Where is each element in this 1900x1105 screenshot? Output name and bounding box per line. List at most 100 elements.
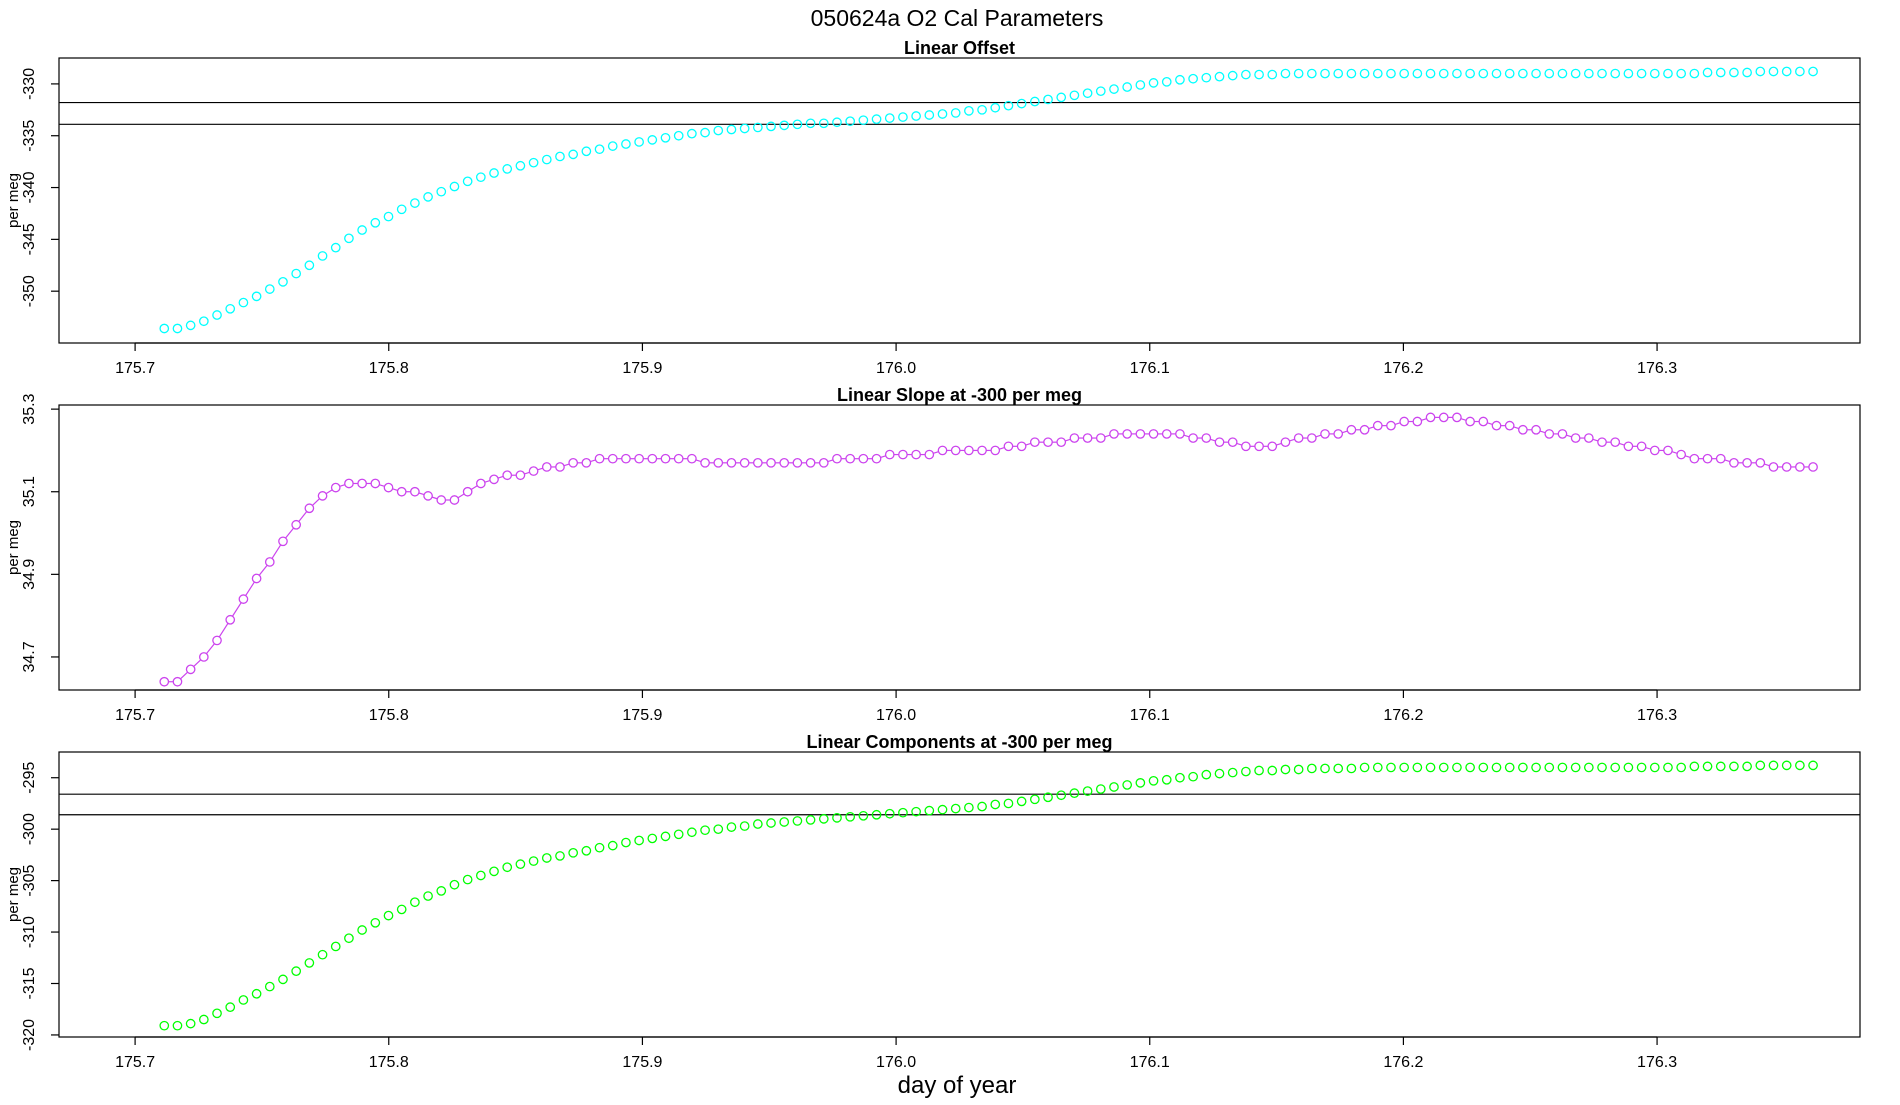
y-tick-label: 35.1 — [21, 476, 38, 507]
data-point — [700, 457, 710, 468]
x-tick-label: 175.9 — [622, 1054, 662, 1071]
data-point — [1188, 433, 1198, 443]
data-point — [977, 801, 987, 812]
data-point — [647, 453, 658, 464]
data-point — [1597, 437, 1607, 448]
data-point — [238, 297, 249, 308]
series-segment — [1065, 438, 1071, 442]
data-point — [225, 303, 236, 314]
series-segment — [1236, 442, 1243, 446]
data-point — [1095, 433, 1106, 443]
data-point — [739, 123, 750, 134]
data-point — [1452, 412, 1462, 423]
data-point — [1293, 68, 1304, 79]
data-point — [1306, 763, 1317, 774]
series-segment — [339, 484, 346, 487]
data-point — [344, 933, 354, 944]
series-segment — [1513, 426, 1520, 430]
data-point — [779, 817, 790, 827]
data-point — [1175, 429, 1185, 439]
data-point — [159, 323, 170, 334]
series-segment — [1368, 426, 1374, 430]
data-point — [1029, 794, 1040, 805]
data-point — [1795, 66, 1805, 77]
series-segment — [470, 485, 478, 491]
data-point — [687, 128, 697, 139]
panel-title: Linear Slope at -300 per meg — [837, 385, 1082, 405]
data-point — [528, 856, 539, 866]
series-segment — [418, 492, 425, 496]
chart-panel-3: Linear Components at -300 per meg per meg… — [5, 732, 1861, 1071]
data-point — [225, 614, 236, 625]
data-point — [436, 495, 447, 505]
series-segment — [1210, 438, 1216, 442]
data-point — [410, 486, 420, 497]
data-point — [1135, 80, 1146, 90]
x-tick-label: 176.1 — [1130, 707, 1170, 724]
series-segment — [1684, 455, 1691, 459]
data-point — [673, 829, 684, 840]
data-point — [1570, 433, 1581, 443]
data-point — [304, 958, 315, 968]
y-axis-title: per meg — [5, 173, 22, 228]
data-point — [1438, 412, 1449, 423]
data-point — [1122, 429, 1133, 439]
data-point — [410, 198, 420, 208]
data-point — [1056, 790, 1067, 801]
series-segment — [1025, 442, 1032, 446]
data-point — [805, 118, 816, 129]
data-point — [489, 474, 499, 485]
data-point — [1715, 761, 1726, 772]
data-point — [1491, 68, 1502, 79]
series-segment — [325, 489, 333, 495]
series-segment — [1592, 438, 1599, 442]
data-point — [1676, 68, 1687, 79]
y-tick-label: -315 — [21, 967, 38, 999]
data-point — [1135, 778, 1146, 788]
data-point — [990, 799, 1001, 810]
data-point — [1359, 762, 1370, 773]
data-point — [1254, 69, 1264, 80]
data-point — [937, 109, 948, 119]
data-point — [1346, 68, 1357, 79]
data-point — [1557, 429, 1568, 439]
data-point — [634, 137, 644, 147]
data-point — [436, 886, 447, 896]
y-axis-title: per meg — [5, 520, 22, 575]
data-point — [766, 818, 776, 828]
data-point — [1109, 84, 1119, 94]
data-point — [251, 573, 262, 584]
data-point — [502, 164, 513, 174]
data-point — [1610, 68, 1621, 79]
data-point — [1095, 86, 1106, 97]
data-point — [977, 445, 987, 456]
data-point — [1742, 457, 1752, 468]
data-point — [1597, 762, 1607, 773]
x-tick-label: 176.2 — [1383, 707, 1423, 724]
data-point — [1372, 420, 1383, 431]
data-point — [317, 491, 328, 501]
data-point — [1702, 67, 1713, 78]
data-point — [1280, 68, 1291, 79]
data-point — [726, 124, 737, 135]
series-segment — [193, 659, 202, 667]
data-point — [1043, 437, 1053, 448]
data-point — [225, 1002, 236, 1013]
data-point — [1135, 429, 1146, 439]
y-tick-label: -320 — [21, 1019, 38, 1051]
data-point — [1254, 441, 1264, 452]
data-point — [805, 457, 816, 468]
data-point — [884, 449, 895, 460]
data-point — [739, 821, 750, 831]
data-point — [1333, 68, 1344, 79]
data-point — [264, 981, 275, 992]
data-point — [621, 453, 631, 464]
data-point — [1359, 424, 1370, 435]
data-point — [1386, 420, 1396, 431]
data-point — [1544, 429, 1555, 439]
data-point — [528, 466, 539, 476]
data-point — [568, 457, 579, 468]
data-point — [1781, 462, 1792, 472]
series-segment — [497, 475, 504, 479]
data-point — [818, 118, 829, 129]
